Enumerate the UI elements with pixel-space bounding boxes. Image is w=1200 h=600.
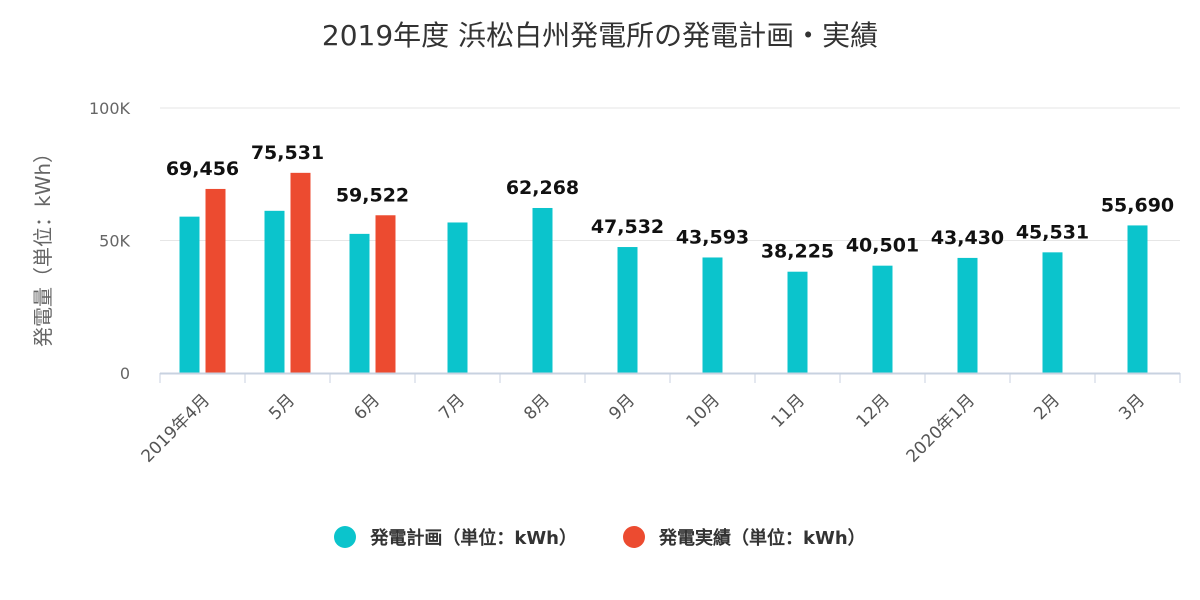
data-label: 45,531 [1016,221,1089,243]
data-label: 47,532 [591,216,664,238]
x-tick-label: 11月 [768,390,809,431]
legend-swatch [334,526,357,548]
bar-plan[interactable] [532,207,553,373]
legend-label: 発電計画（単位：kWh） [370,528,577,549]
x-tick-label: 2020年1月 [903,390,979,466]
x-tick-label: 2019年4月 [138,390,214,466]
axis-layer: 0 50K 100K 発電量（単位：kWh） 2019年4月 5月 6月 7月 8月 9月 10月 1… [31,99,1181,467]
data-label: 38,225 [761,241,834,263]
y-axis-label: 発電量（単位：kWh） [31,143,55,347]
x-tick-label: 6月 [350,390,384,424]
x-tick-label: 7月 [435,390,469,424]
legend-label: 発電実績（単位：kWh） [659,528,866,549]
legend-swatch [623,526,645,548]
bar-actual[interactable] [205,188,226,373]
chart-legend: 発電計画（単位：kWh） 発電実績（単位：kWh） [0,524,1200,550]
grid-layer [160,107,1180,241]
bar-plan[interactable] [1127,225,1148,373]
y-tick-label: 0 [120,364,130,383]
bar-plan[interactable] [787,271,808,373]
bar-plan[interactable] [349,233,370,373]
data-label: 43,430 [931,227,1004,249]
bar-plan[interactable] [179,216,200,373]
bar-actual[interactable] [375,215,396,373]
x-tick-label: 3月 [1115,390,1149,424]
bar-plan[interactable] [872,265,893,373]
x-tick-label: 2月 [1030,390,1064,424]
data-label: 62,268 [506,177,579,199]
bar-layer [179,172,1148,373]
x-tick-label: 10月 [683,390,724,431]
data-label: 40,501 [846,235,919,257]
data-label: 43,593 [676,226,749,248]
bar-plan[interactable] [1042,252,1063,373]
label-layer: 69,456 75,531 59,522 62,268 47,532 43,593 38,2… [166,142,1174,263]
legend-item[interactable]: 発電実績（単位：kWh） [623,524,866,550]
x-tick-label: 5月 [265,390,299,424]
y-tick-label: 50K [99,232,130,251]
bar-plan[interactable] [447,222,468,373]
x-tick-label: 9月 [605,390,639,424]
data-label: 59,522 [336,184,409,206]
x-tick-label: 8月 [520,390,554,424]
bar-plan[interactable] [702,257,723,373]
data-label: 55,690 [1101,194,1174,216]
x-tick-label: 12月 [853,390,894,431]
bar-plan[interactable] [957,257,978,373]
y-tick-label: 100K [89,99,131,118]
legend-item[interactable]: 発電計画（単位：kWh） [334,524,577,550]
chart-title: 2019年度 浜松白州発電所の発電計画・実績 [321,19,879,52]
bar-plan[interactable] [264,210,285,373]
bar-actual[interactable] [290,172,311,373]
bar-plan[interactable] [617,247,638,373]
data-label: 75,531 [251,142,324,164]
data-label: 69,456 [166,158,239,180]
